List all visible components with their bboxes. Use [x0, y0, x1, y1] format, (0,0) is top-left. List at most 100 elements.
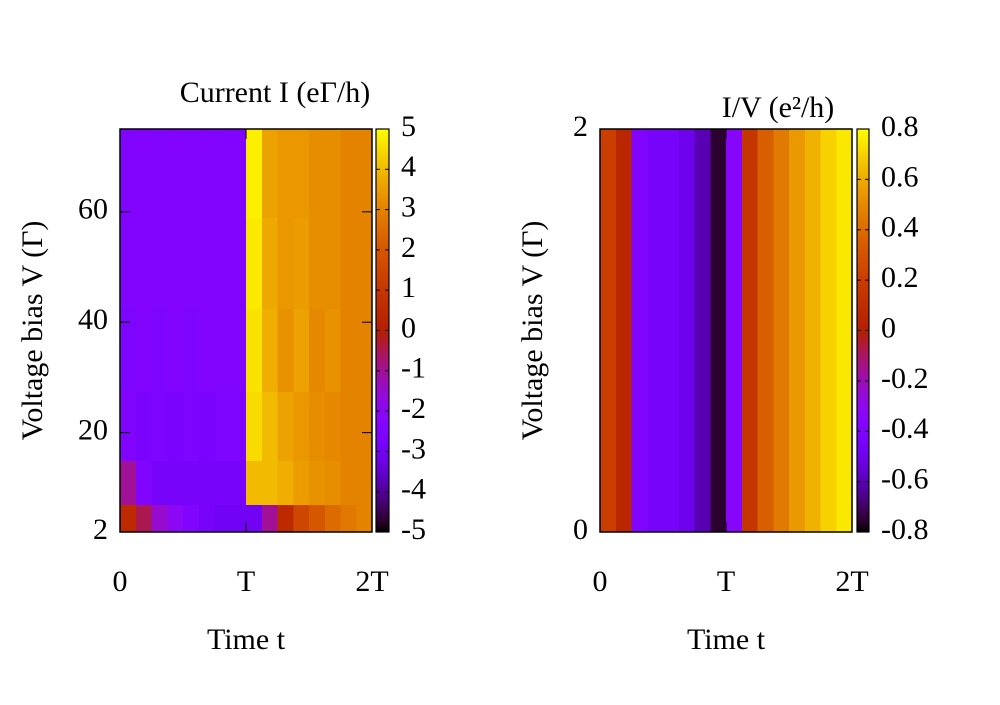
heatmap-cell	[246, 129, 263, 218]
heatmap-cell	[230, 504, 247, 533]
heatmap-cell	[277, 308, 294, 392]
x-tick-label: 0	[113, 565, 128, 598]
heatmap-cell	[340, 391, 357, 461]
heatmap-cell	[757, 129, 774, 533]
heatmap-cell	[820, 129, 837, 533]
heatmap-cell	[167, 217, 184, 310]
heatmap-cell	[789, 129, 806, 533]
heatmap-cell	[309, 129, 326, 218]
x-tick-label: T	[717, 565, 735, 598]
heatmap-cell	[183, 460, 200, 505]
heatmap-cell	[120, 391, 137, 461]
heatmap-cell	[214, 391, 231, 461]
heatmap-cell	[214, 217, 231, 310]
y-axis-label: Voltage bias V (Γ)	[516, 221, 549, 441]
x-tick-label: 0	[593, 565, 608, 598]
heatmap-cell	[183, 217, 200, 310]
heatmap-cell	[183, 391, 200, 461]
heatmap-cell	[120, 129, 137, 218]
colorbar-tick-label: 3	[401, 190, 416, 223]
heatmap-cell	[230, 391, 247, 461]
heatmap-cell	[324, 504, 342, 533]
heatmap-cell	[198, 460, 216, 505]
x-tick-label: 2T	[355, 565, 388, 598]
colorbar-tick-label: 0.2	[881, 261, 919, 294]
heatmap-cell	[230, 460, 247, 505]
colorbar-tick-label: -4	[401, 473, 426, 506]
colorbar-tick-label: -0.4	[881, 412, 929, 445]
heatmap-cell	[340, 217, 357, 310]
heatmap-cell	[230, 308, 247, 392]
heatmap-cell	[167, 504, 184, 533]
chart-title: I/V (e²/h)	[722, 91, 835, 124]
heatmap-cell	[151, 504, 168, 533]
heatmap-cell	[198, 504, 216, 533]
heatmap-cell	[309, 460, 326, 505]
heatmap-cell	[198, 129, 216, 218]
colorbar-tick-label: 4	[401, 150, 416, 183]
heatmap-cell	[340, 129, 357, 218]
chart-title: Current I (eΓ/h)	[180, 76, 371, 109]
heatmap-cell	[120, 217, 137, 310]
heatmap-cell	[663, 129, 680, 533]
heatmap-cell	[309, 504, 326, 533]
heatmap-cell	[324, 308, 342, 392]
heatmap-cell	[246, 460, 263, 505]
heatmap-cell	[230, 129, 247, 218]
heatmap-cell	[356, 129, 373, 218]
colorbar-tick-label: -5	[401, 513, 426, 546]
heatmap-cell	[340, 504, 357, 533]
heatmap-cell	[293, 308, 310, 392]
heatmap-cell	[167, 391, 184, 461]
heatmap-cell	[324, 391, 342, 461]
colorbar-tick-label: 0.8	[881, 110, 919, 143]
heatmap-cell	[198, 391, 216, 461]
colorbar-tick-label: -2	[401, 392, 426, 425]
heatmap-cell	[836, 129, 853, 533]
heatmap-cell	[293, 504, 310, 533]
y-tick-label: 20	[78, 414, 108, 447]
colorbar-tick-label: 0	[881, 311, 896, 344]
heatmap-cell	[151, 217, 168, 310]
heatmap-cell	[710, 129, 727, 533]
heatmap-cell	[120, 504, 137, 533]
colorbar-tick-label: 0.4	[881, 211, 919, 244]
y-tick-label: 0	[573, 513, 588, 546]
heatmap-cell	[246, 217, 263, 310]
x-tick-label: 2T	[835, 565, 868, 598]
colorbar-tick-label: 0.6	[881, 160, 919, 193]
heatmap-cell	[135, 308, 153, 392]
colorbar-tick-label: -0.8	[881, 513, 929, 546]
heatmap-cell	[309, 217, 326, 310]
heatmap-cell	[135, 391, 153, 461]
heatmap-cell	[356, 460, 373, 505]
y-tick-label: 2	[573, 110, 588, 143]
heatmap-cell	[214, 460, 231, 505]
heatmap-cell	[324, 129, 342, 218]
heatmap-cell	[324, 217, 342, 310]
heatmap-cell	[198, 308, 216, 392]
heatmap-cell	[167, 308, 184, 392]
heatmap-cell	[261, 217, 279, 310]
heatmap-cell	[678, 129, 696, 533]
heatmap-cell	[340, 308, 357, 392]
heatmap-cell	[135, 217, 153, 310]
heatmap-cell	[183, 308, 200, 392]
colorbar-tick-label: 1	[401, 271, 416, 304]
heatmap-cell	[183, 129, 200, 218]
heatmap-cell	[356, 217, 373, 310]
heatmap-cell	[726, 129, 743, 533]
colorbar-tick-label: -3	[401, 432, 426, 465]
heatmap-cell	[120, 460, 137, 505]
heatmap-cell	[183, 504, 200, 533]
heatmap-cell	[151, 391, 168, 461]
colorbar-tick-label: 5	[401, 110, 416, 143]
heatmap-cell	[309, 308, 326, 392]
y-tick-label: 40	[78, 303, 108, 336]
x-axis-label: Time t	[687, 623, 766, 656]
heatmap-cell	[741, 129, 759, 533]
colorbar-tick-label: -1	[401, 352, 426, 385]
heatmap-cell	[246, 504, 263, 533]
heatmap-cell	[214, 129, 231, 218]
heatmap-cell	[135, 129, 153, 218]
